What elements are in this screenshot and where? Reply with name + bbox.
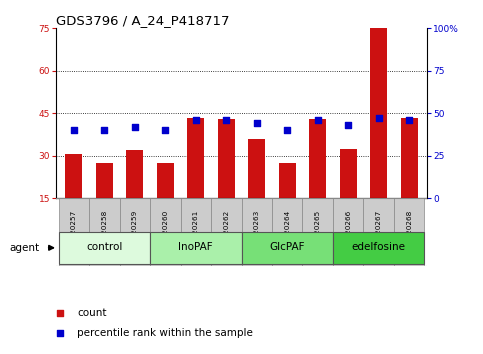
- Point: [405, 117, 413, 123]
- Bar: [218, 119, 235, 241]
- Text: percentile rank within the sample: percentile rank within the sample: [77, 328, 253, 338]
- Text: GDS3796 / A_24_P418717: GDS3796 / A_24_P418717: [56, 14, 229, 27]
- Text: GSM520262: GSM520262: [223, 210, 229, 254]
- Bar: [66, 154, 82, 241]
- Point: [57, 330, 64, 336]
- Bar: [96, 163, 113, 241]
- Text: control: control: [86, 242, 123, 252]
- Point: [284, 127, 291, 133]
- Bar: [157, 163, 174, 241]
- Point: [375, 115, 383, 121]
- Point: [192, 117, 199, 123]
- Bar: [211, 198, 242, 266]
- Bar: [309, 119, 326, 241]
- Text: GSM520258: GSM520258: [101, 210, 107, 254]
- Text: GSM520261: GSM520261: [193, 210, 199, 254]
- Text: GlcPAF: GlcPAF: [270, 242, 305, 252]
- Bar: [302, 198, 333, 266]
- Bar: [58, 198, 89, 266]
- Bar: [370, 28, 387, 241]
- Text: GSM520266: GSM520266: [345, 210, 351, 254]
- Text: GSM520259: GSM520259: [132, 210, 138, 254]
- Bar: [394, 198, 425, 266]
- Bar: [248, 139, 265, 241]
- Bar: [181, 198, 211, 266]
- Point: [314, 117, 322, 123]
- Text: GSM520264: GSM520264: [284, 210, 290, 254]
- Text: InoPAF: InoPAF: [178, 242, 213, 252]
- Bar: [150, 232, 242, 264]
- Bar: [340, 149, 356, 241]
- Point: [131, 124, 139, 130]
- Text: GSM520265: GSM520265: [315, 210, 321, 254]
- Text: agent: agent: [10, 243, 40, 253]
- Bar: [272, 198, 302, 266]
- Text: GSM520267: GSM520267: [376, 210, 382, 254]
- Text: GSM520260: GSM520260: [162, 210, 168, 254]
- Bar: [363, 198, 394, 266]
- Bar: [120, 198, 150, 266]
- Point: [222, 117, 230, 123]
- Text: count: count: [77, 308, 107, 318]
- Point: [57, 310, 64, 316]
- Bar: [401, 118, 417, 241]
- Point: [100, 127, 108, 133]
- Point: [344, 122, 352, 128]
- Bar: [58, 232, 150, 264]
- Bar: [333, 198, 363, 266]
- Text: GSM520257: GSM520257: [71, 210, 77, 254]
- Text: GSM520263: GSM520263: [254, 210, 260, 254]
- Bar: [242, 232, 333, 264]
- Text: edelfosine: edelfosine: [352, 242, 406, 252]
- Bar: [127, 150, 143, 241]
- Bar: [333, 232, 425, 264]
- Bar: [150, 198, 181, 266]
- Point: [253, 121, 261, 126]
- Bar: [89, 198, 120, 266]
- Bar: [279, 163, 296, 241]
- Text: GSM520268: GSM520268: [406, 210, 412, 254]
- Point: [70, 127, 78, 133]
- Bar: [187, 118, 204, 241]
- Point: [161, 127, 169, 133]
- Bar: [242, 198, 272, 266]
